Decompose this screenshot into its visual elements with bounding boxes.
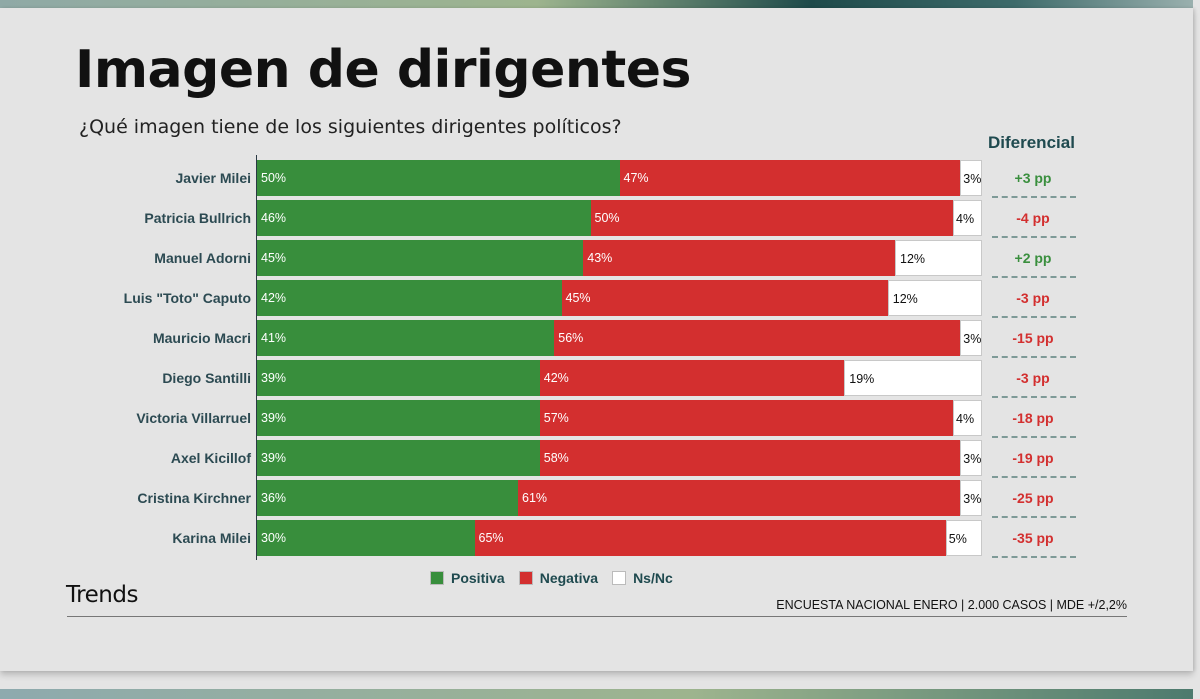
legend-swatch-ns	[612, 571, 627, 585]
category-label: Victoria Villarruel	[136, 410, 251, 426]
bar-ns: 3%	[960, 440, 982, 476]
bar-ns: 3%	[960, 160, 982, 196]
bar-positive: 41%	[257, 320, 555, 356]
category-label: Karina Milei	[172, 530, 251, 546]
category-label: Axel Kicillof	[170, 450, 251, 466]
differential-value: +2 pp	[1014, 250, 1052, 266]
bar-negative: 50%	[590, 200, 953, 236]
y-axis-line	[256, 155, 257, 560]
differential-header: Diferencial	[988, 133, 1075, 152]
bar-positive: 30%	[257, 520, 475, 556]
bar-negative: 42%	[539, 360, 845, 396]
legend-label: Positiva	[451, 570, 505, 586]
footer-divider	[67, 616, 1127, 617]
differential-divider	[992, 196, 1076, 198]
source-note: ENCUESTA NACIONAL ENERO | 2.000 CASOS | …	[776, 598, 1127, 612]
legend: Positiva Negativa Ns/Nc	[430, 570, 687, 586]
bar-positive: 36%	[257, 480, 518, 516]
legend-item-positive: Positiva	[430, 570, 505, 586]
bar-negative: 45%	[561, 280, 888, 316]
bar-ns: 4%	[953, 400, 982, 436]
bar-ns: 5%	[945, 520, 982, 556]
chart-subtitle: ¿Qué imagen tiene de los siguientes diri…	[79, 116, 622, 138]
legend-swatch-negative	[518, 571, 533, 585]
bar-positive: 39%	[257, 400, 540, 436]
bar-positive: 46%	[257, 200, 591, 236]
bar-ns: 3%	[960, 480, 982, 516]
differential-value: -15 pp	[1012, 330, 1054, 346]
bar-negative: 58%	[539, 440, 961, 476]
differential-value: -18 pp	[1012, 410, 1054, 426]
category-label: Patricia Bullrich	[144, 210, 251, 226]
category-label: Javier Milei	[175, 170, 252, 186]
legend-item-ns: Ns/Nc	[612, 570, 673, 586]
bar-negative: 65%	[474, 520, 946, 556]
top-gradient-bar	[0, 0, 1193, 8]
bar-positive: 42%	[257, 280, 562, 316]
bar-positive: 39%	[257, 360, 540, 396]
differential-divider	[992, 276, 1076, 278]
bar-positive: 50%	[257, 160, 620, 196]
differential-value: +3 pp	[1014, 170, 1052, 186]
bottom-gradient-bar	[0, 689, 1193, 699]
category-label: Cristina Kirchner	[137, 490, 251, 506]
bar-ns: 3%	[960, 320, 982, 356]
differential-divider	[992, 516, 1076, 518]
differential-divider	[992, 236, 1076, 238]
differential-divider	[992, 556, 1076, 558]
differential-value: -4 pp	[1016, 210, 1050, 226]
differential-divider	[992, 316, 1076, 318]
legend-swatch-positive	[430, 571, 444, 585]
differential-value: -35 pp	[1012, 530, 1054, 546]
bar-positive: 39%	[257, 440, 540, 476]
bar-ns: 12%	[895, 240, 982, 276]
bar-ns: 4%	[953, 200, 982, 236]
category-label: Luis "Toto" Caputo	[123, 290, 251, 306]
brand-logo: Trends	[66, 582, 138, 608]
differential-divider	[992, 476, 1076, 478]
bar-negative: 61%	[518, 480, 961, 516]
bar-ns: 12%	[887, 280, 982, 316]
differential-divider	[992, 356, 1076, 358]
category-label: Manuel Adorni	[154, 250, 251, 266]
category-label: Mauricio Macri	[152, 330, 251, 346]
bar-negative: 43%	[583, 240, 895, 276]
differential-value: -3 pp	[1016, 290, 1050, 306]
category-label: Diego Santilli	[162, 370, 251, 386]
bar-negative: 56%	[554, 320, 961, 356]
differential-divider	[992, 396, 1076, 398]
differential-value: -19 pp	[1012, 450, 1054, 466]
legend-label: Ns/Nc	[633, 570, 673, 586]
chart-title: Imagen de dirigentes	[75, 40, 691, 100]
bar-ns: 19%	[844, 360, 982, 396]
differential-value: -3 pp	[1016, 370, 1050, 386]
bar-positive: 45%	[257, 240, 584, 276]
differential-divider	[992, 436, 1076, 438]
bar-negative: 47%	[619, 160, 961, 196]
differential-value: -25 pp	[1012, 490, 1054, 506]
bar-negative: 57%	[539, 400, 953, 436]
legend-item-negative: Negativa	[518, 570, 599, 586]
legend-label: Negativa	[539, 570, 599, 586]
